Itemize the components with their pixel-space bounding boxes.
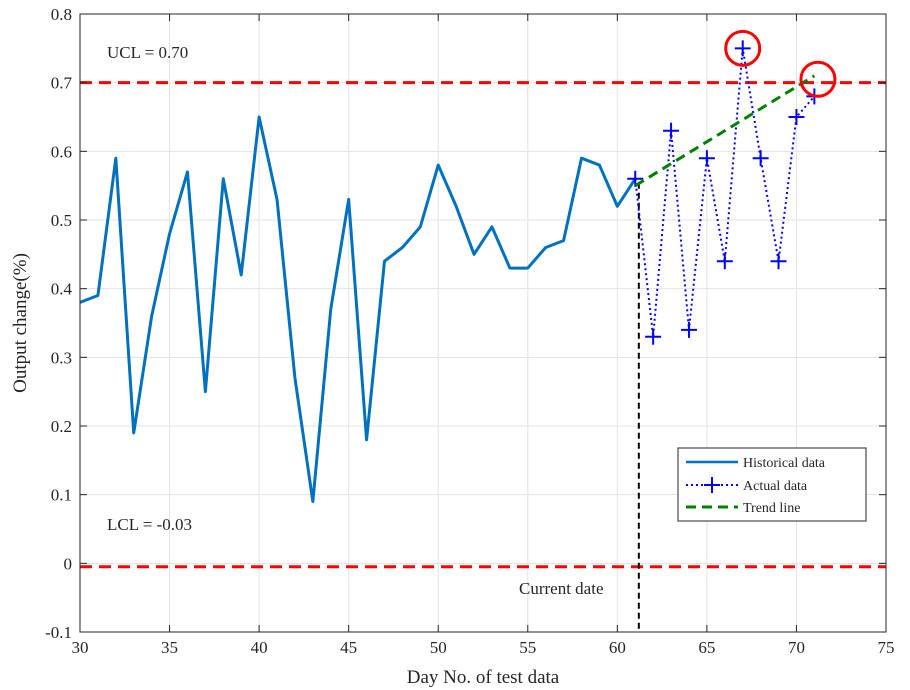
series-layer [79,40,823,504]
y-tick-label: 0.2 [51,417,72,436]
legend-label-historical: Historical data [743,456,826,471]
data-point-marker [752,150,769,167]
x-tick-label: 75 [878,638,895,657]
highlight-circle [724,29,762,67]
plot-frame [79,13,887,633]
legend: Historical data Actual data Trend line [677,447,867,522]
lcl-label: LCL = -0.03 [107,515,192,534]
x-tick-label: 50 [430,638,447,657]
y-axis-label: Output change(%) [10,253,31,393]
data-point-marker [663,122,680,139]
data-point-marker [680,321,697,338]
current-date-label: Current date [519,579,604,598]
x-tick-label: 60 [609,638,626,657]
data-point-marker [770,253,787,270]
data-point-marker [788,109,805,125]
legend-label-actual: Actual data [743,479,808,494]
y-tick-label: -0.1 [45,623,72,642]
data-point-marker [698,150,715,167]
legend-label-trend: Trend line [743,501,800,516]
y-tick-label: 0 [64,554,73,573]
y-tick-label: 0.1 [51,486,72,505]
series-line [634,47,816,338]
series-line [634,74,816,187]
highlight-circle [799,60,837,98]
x-tick-label: 45 [340,638,357,657]
series-line [79,115,637,504]
y-tick-label: 0.8 [51,5,72,24]
y-tick-label: 0.7 [51,74,73,93]
x-tick-label: 35 [161,638,178,657]
x-tick-label: 40 [251,638,268,657]
data-point-marker [645,328,662,345]
ucl-label: UCL = 0.70 [107,43,188,62]
highlight-circles [724,29,837,98]
y-tick-label: 0.4 [51,280,73,299]
x-tick-label: 30 [72,638,89,657]
reference-lines [80,81,886,632]
data-point-marker [734,40,751,57]
x-tick-label: 70 [788,638,805,657]
x-tick-label: 65 [698,638,715,657]
x-tick-label: 55 [519,638,536,657]
x-axis-label: Day No. of test data [407,667,560,688]
data-point-marker [716,253,733,270]
ticks: 30 35 40 45 50 55 60 65 70 75 -0.1 0 0.1 0.2 0.3 0.4 0.5… [45,5,894,657]
y-tick-label: 0.5 [51,211,72,230]
y-tick-label: 0.3 [51,348,72,367]
y-tick-label: 0.6 [51,142,72,161]
